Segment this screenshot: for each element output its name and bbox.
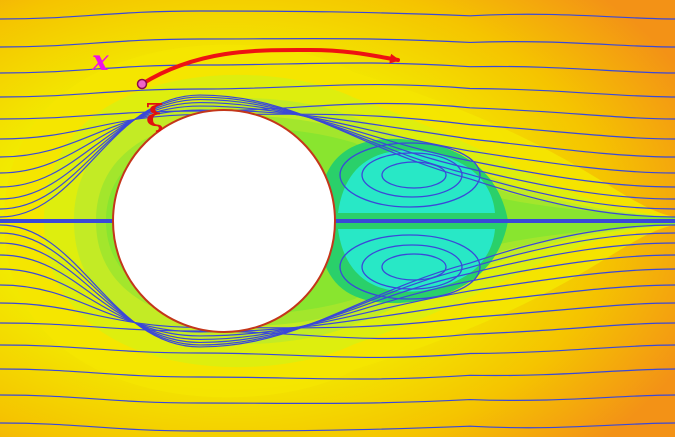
streamline-lower-12 — [0, 422, 675, 432]
x-label: x — [91, 44, 109, 77]
streamline-lower-6 — [0, 284, 675, 333]
recirculation-loop-upper-3 — [381, 161, 447, 189]
streamline-upper-12 — [0, 10, 675, 20]
streamline-lower-8 — [0, 322, 675, 340]
streamline-lower-7 — [0, 302, 675, 329]
xi-label: ξ — [146, 99, 164, 134]
recirculation-loop-upper-2 — [361, 152, 463, 198]
streamline-upper-9 — [0, 83, 675, 98]
streamline-upper-11 — [0, 38, 675, 48]
recirculation-loop-lower-2 — [361, 244, 463, 290]
surface-coordinate-arrow — [140, 47, 400, 86]
streamline-upper-5 — [0, 105, 675, 174]
vortex-core-lower — [338, 229, 495, 292]
streamline-lower-4 — [0, 254, 675, 341]
streamline-upper-10 — [0, 62, 675, 74]
streamline-upper-4 — [0, 101, 675, 188]
streamline-lower-10 — [0, 368, 675, 380]
recirculation-loop-upper-1 — [339, 142, 481, 208]
streamline-upper-8 — [0, 102, 675, 120]
streamline-lower-9 — [0, 344, 675, 359]
recirculation-loop-lower-3 — [381, 253, 447, 281]
streamlines — [0, 10, 675, 432]
streamline-upper-6 — [0, 109, 675, 158]
streamline-upper-7 — [0, 113, 675, 140]
vortex-core-upper — [338, 150, 495, 213]
cylinder-body — [112, 109, 336, 333]
surface-point-marker — [136, 78, 148, 90]
streamline-lower-5 — [0, 268, 675, 337]
recirculation-loop-lower-1 — [339, 234, 481, 300]
streamline-lower-11 — [0, 394, 675, 404]
